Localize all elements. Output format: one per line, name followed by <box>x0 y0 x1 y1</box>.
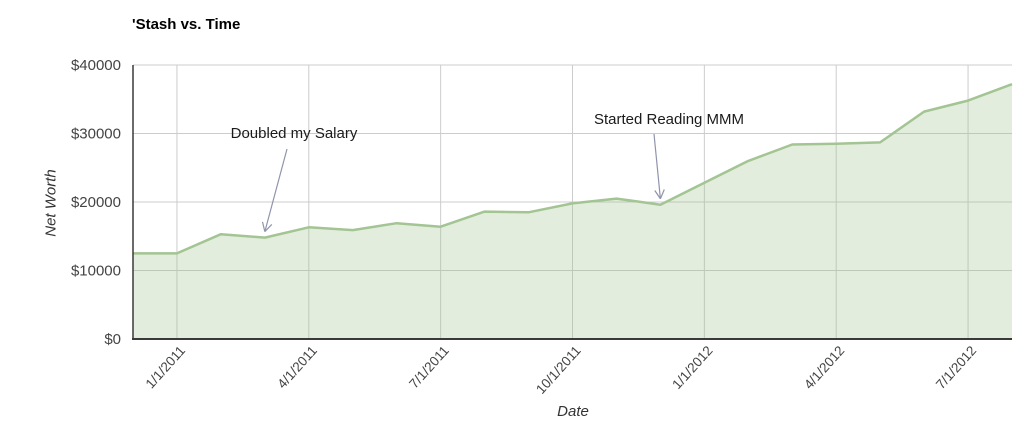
annotation-label: Doubled my Salary <box>231 125 358 142</box>
series-line <box>133 83 1013 255</box>
y-tick-label: $30000 <box>71 126 121 143</box>
annotation-arrowhead <box>261 221 266 232</box>
annotation-arrowhead <box>654 190 661 200</box>
x-tick-label: 10/1/2011 <box>533 343 584 397</box>
x-tick-label: 7/1/2011 <box>406 343 452 391</box>
annotation-arrowhead <box>659 189 665 199</box>
annotation-arrow <box>264 148 288 232</box>
annotation-arrow <box>653 133 661 199</box>
y-tick-label: $20000 <box>71 194 121 211</box>
x-tick-label: 4/1/2011 <box>274 343 320 391</box>
x-tick-label: 1/1/2012 <box>669 343 715 392</box>
series-area <box>133 84 1012 339</box>
y-tick-label: $0 <box>104 331 121 348</box>
x-axis-title: Date <box>557 403 589 420</box>
annotation-arrowhead <box>264 223 273 233</box>
x-tick-label: 7/1/2012 <box>933 343 979 392</box>
x-tick-label: 1/1/2011 <box>143 343 189 391</box>
x-tick-label: 4/1/2012 <box>801 343 847 392</box>
chart-title: 'Stash vs. Time <box>132 16 241 33</box>
annotation-label: Started Reading MMM <box>594 111 744 128</box>
y-tick-label: $10000 <box>71 263 121 280</box>
y-tick-label: $40000 <box>71 57 121 74</box>
